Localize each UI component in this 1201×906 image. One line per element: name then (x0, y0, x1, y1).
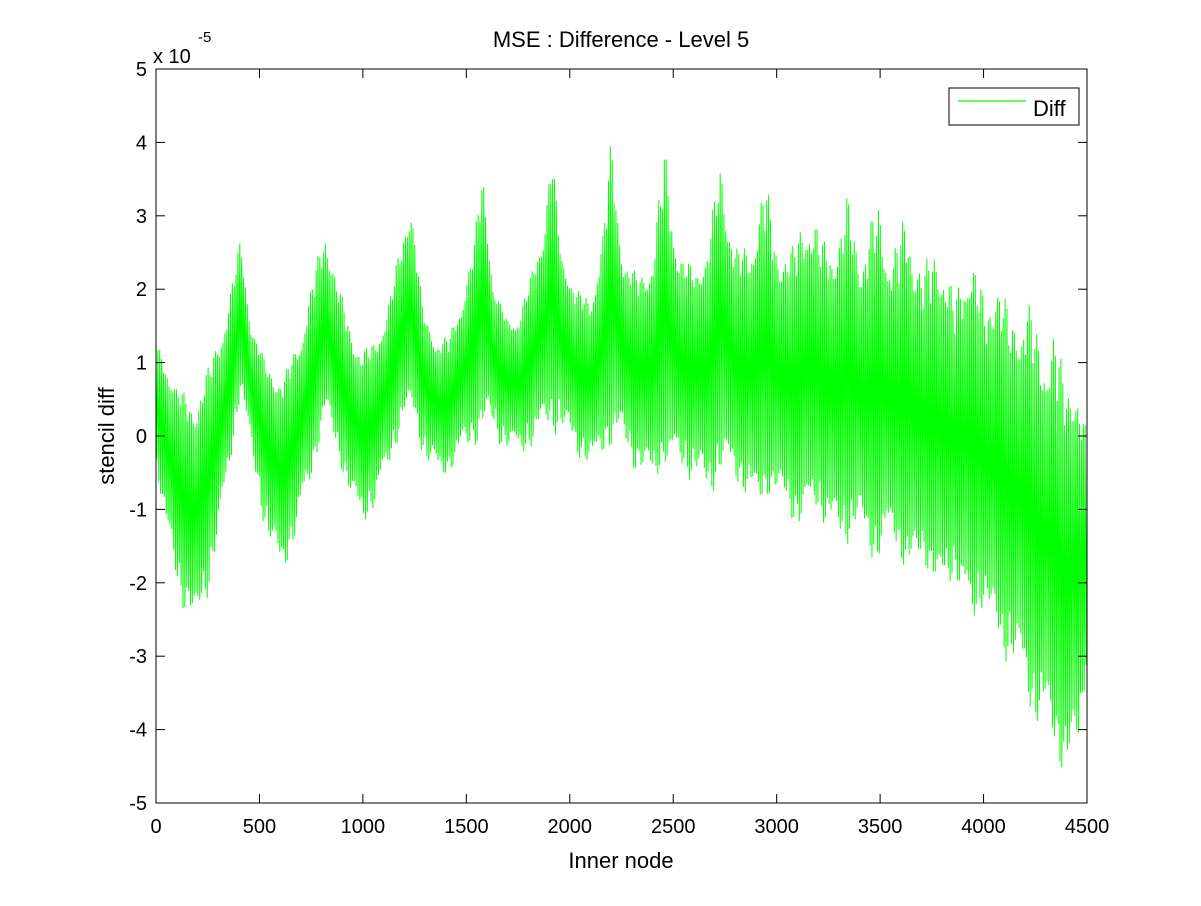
y-tick-label: 4 (136, 132, 147, 154)
series-layer (155, 146, 1088, 768)
plot-area: 0 500 1000 1500 2000 2500 3000 3500 4000 4500 -5 -4… (129, 59, 1109, 838)
tick-layer: 0 500 1000 1500 2000 2500 3000 3500 4000 4500 -5 -4… (129, 59, 1109, 838)
chart-title: MSE : Difference - Level 5 (493, 27, 749, 52)
y-tick-label: 5 (136, 59, 147, 81)
legend-box (948, 87, 1080, 126)
y-tick-label: 0 (136, 426, 147, 448)
y-multiplier-exponent: -5 (198, 29, 211, 46)
x-tick-label: 500 (243, 816, 276, 838)
y-tick-label: 3 (136, 206, 147, 228)
x-tick-label: 4000 (961, 816, 1006, 838)
y-tick-label: -1 (129, 499, 147, 521)
x-tick-label: 0 (150, 816, 161, 838)
y-tick-label: -5 (129, 793, 147, 815)
legend-label-diff: Diff (1033, 96, 1066, 121)
x-tick-label: 2500 (651, 816, 696, 838)
x-tick-label: 3000 (754, 816, 799, 838)
y-tick-label: -3 (129, 646, 147, 668)
series-line-diff (155, 146, 1088, 768)
x-axis-label: Inner node (568, 848, 673, 873)
legend: Diff (948, 87, 1080, 126)
y-tick-label: -2 (129, 573, 147, 595)
x-tick-label: 4500 (1065, 816, 1110, 838)
x-tick-label: 1000 (341, 816, 386, 838)
y-axis-label: stencil diff (94, 386, 119, 484)
y-tick-label: 2 (136, 279, 147, 301)
x-tick-label: 3500 (858, 816, 903, 838)
y-multiplier-base: x 10 (153, 46, 191, 68)
x-tick-label: 2000 (548, 816, 593, 838)
y-tick-label: 1 (136, 353, 147, 375)
y-tick-label: -4 (129, 720, 147, 742)
x-tick-label: 1500 (444, 816, 489, 838)
